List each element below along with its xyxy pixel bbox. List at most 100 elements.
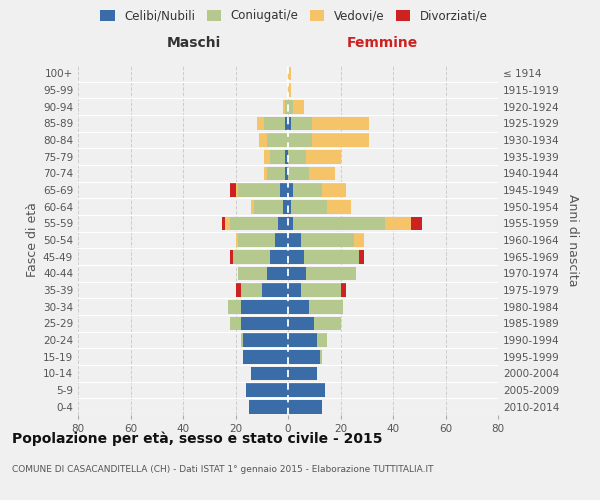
Bar (267, 166, 288, 180)
Bar (288, 133, 370, 147)
Bar (288, 266, 307, 280)
Bar (288, 116, 370, 130)
Bar (288, 400, 322, 413)
Bar (251, 366, 288, 380)
Bar (265, 166, 288, 180)
Bar (288, 116, 370, 130)
Bar (288, 66, 290, 80)
Bar (288, 83, 290, 97)
Bar (280, 183, 288, 197)
Bar (288, 316, 341, 330)
Bar (288, 183, 293, 197)
Bar (288, 216, 422, 230)
Bar (288, 166, 309, 180)
Bar (288, 283, 341, 297)
Bar (227, 300, 288, 314)
Bar (233, 250, 288, 264)
Bar (257, 116, 288, 130)
Bar (230, 316, 288, 330)
Bar (259, 133, 288, 147)
Bar (288, 383, 325, 397)
Bar (288, 400, 322, 413)
Bar (288, 216, 412, 230)
Bar (241, 333, 288, 347)
Bar (244, 350, 288, 364)
Bar (288, 350, 322, 364)
Text: Maschi: Maschi (166, 36, 221, 50)
Bar (288, 300, 309, 314)
Bar (288, 383, 325, 397)
Bar (251, 366, 288, 380)
Bar (288, 266, 356, 280)
Bar (283, 100, 288, 114)
Bar (288, 200, 351, 213)
Bar (241, 333, 288, 347)
Bar (235, 233, 288, 247)
Bar (288, 233, 364, 247)
Bar (251, 200, 288, 213)
Bar (265, 166, 288, 180)
Bar (244, 333, 288, 347)
Bar (288, 250, 304, 264)
Bar (251, 366, 288, 380)
Bar (288, 300, 343, 314)
Bar (265, 150, 288, 164)
Bar (288, 233, 301, 247)
Bar (286, 116, 288, 130)
Bar (288, 166, 335, 180)
Bar (269, 150, 288, 164)
Bar (288, 116, 311, 130)
Bar (241, 316, 288, 330)
Bar (288, 266, 356, 280)
Text: Femmine: Femmine (347, 36, 418, 50)
Bar (246, 383, 288, 397)
Bar (230, 183, 288, 197)
Bar (246, 383, 288, 397)
Bar (288, 250, 359, 264)
Bar (288, 350, 322, 364)
Bar (265, 116, 288, 130)
Bar (288, 200, 290, 213)
Bar (275, 233, 288, 247)
Bar (238, 233, 288, 247)
Bar (288, 366, 317, 380)
Bar (288, 183, 346, 197)
Bar (286, 150, 288, 164)
Bar (277, 216, 288, 230)
Bar (288, 300, 343, 314)
Bar (286, 100, 288, 114)
Text: COMUNE DI CASACANDITELLA (CH) - Dati ISTAT 1° gennaio 2015 - Elaborazione TUTTIT: COMUNE DI CASACANDITELLA (CH) - Dati IST… (12, 466, 433, 474)
Bar (288, 133, 370, 147)
Bar (288, 300, 343, 314)
Bar (267, 133, 288, 147)
Bar (265, 150, 288, 164)
Bar (269, 250, 288, 264)
Legend: Celibi/Nubili, Coniugati/e, Vedovi/e, Divorziati/e: Celibi/Nubili, Coniugati/e, Vedovi/e, Di… (97, 6, 491, 26)
Bar (259, 133, 288, 147)
Bar (288, 100, 304, 114)
Bar (288, 100, 304, 114)
Bar (246, 383, 288, 397)
Bar (230, 316, 288, 330)
Bar (288, 233, 364, 247)
Bar (227, 300, 288, 314)
Bar (238, 183, 288, 197)
Bar (244, 350, 288, 364)
Bar (288, 366, 317, 380)
Bar (223, 216, 288, 230)
Bar (227, 300, 288, 314)
Bar (246, 383, 288, 397)
Bar (286, 166, 288, 180)
Bar (288, 266, 356, 280)
Bar (230, 250, 288, 264)
Bar (248, 400, 288, 413)
Bar (254, 200, 288, 213)
Bar (288, 400, 322, 413)
Bar (230, 316, 288, 330)
Bar (238, 266, 288, 280)
Bar (251, 200, 288, 213)
Bar (288, 283, 341, 297)
Bar (283, 100, 288, 114)
Bar (288, 166, 335, 180)
Text: Popolazione per età, sesso e stato civile - 2015: Popolazione per età, sesso e stato civil… (12, 431, 383, 446)
